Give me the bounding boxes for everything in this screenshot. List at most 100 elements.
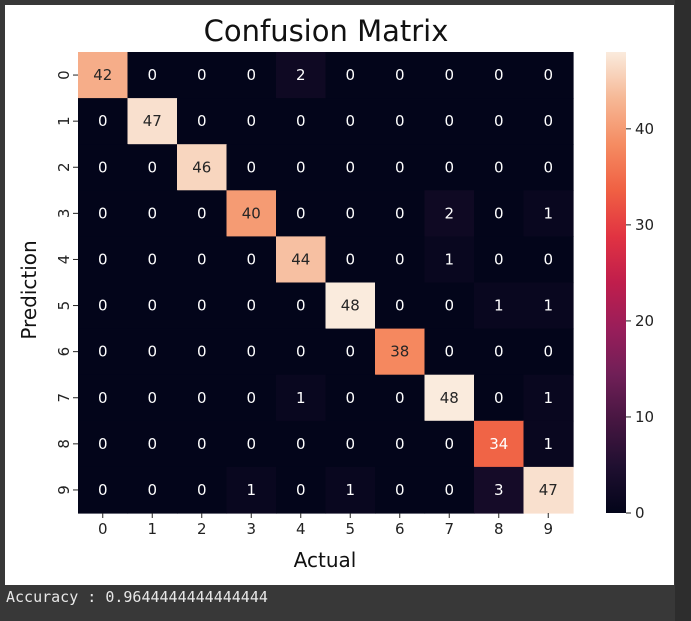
heatmap-cell [78,328,129,376]
accuracy-output-text: Accuracy : 0.9644444444444444 [6,588,268,606]
heatmap-cell [226,98,277,145]
heatmap-cell [424,328,475,376]
confusion-matrix-chart: Confusion Matrix 42 0 0 0 2 0 0 0 0 00 47 0 0 0 0 0 0 0 00… [17,14,654,572]
cell-value-label: 0 [246,389,256,407]
heatmap-cell [474,52,525,99]
cell-value-label: 1 [246,481,256,499]
cell-value-label: 0 [494,343,504,361]
colorbar-tick-label: 0 [635,504,645,522]
heatmap-cell [375,52,426,99]
heatmap-cell [325,374,376,422]
cell-value-label: 0 [147,389,157,407]
heatmap-cell [424,144,475,191]
heatmap-cell [127,144,178,191]
heatmap-cell [177,282,228,330]
heatmap-annotations: 42 0 0 0 2 0 0 0 0 0 0 47 0 0 0 0 0 0 0 0 0 0 46 0 0 0 0 0 0 0 0 0 0 40 0 0… [93,66,558,499]
cell-value-label: 3 [494,481,504,499]
heatmap-cell [474,98,525,145]
heatmap-cell [375,466,426,514]
heatmap-cell [276,52,327,99]
cell-value-label: 0 [345,389,355,407]
heatmap-cell [127,98,178,145]
heatmap-cell [276,420,327,468]
heatmap-cell [127,466,178,514]
cell-value-label: 48 [440,389,459,407]
output-scrollbar[interactable] [675,0,691,621]
cell-value-label: 0 [494,112,504,130]
cell-value-label: 0 [395,158,405,176]
x-tick-label: 3 [246,520,256,538]
figure-canvas: Confusion Matrix 42 0 0 0 2 0 0 0 0 0 0 47 0 0 0 0 0 0 0 0 0… [5,5,674,585]
cell-value-label: 0 [98,158,108,176]
cell-value-label: 0 [345,204,355,222]
heatmap-cell [226,52,277,99]
y-axis-ticks: 0 1 2 3 4 5 6 7 8 9 [55,70,78,495]
cell-value-label: 1 [543,435,553,453]
cell-value-label: 0 [197,435,207,453]
cell-value-label: 0 [246,158,256,176]
cell-value-label: 0 [494,250,504,268]
heatmap-cell [523,466,574,514]
cell-value-label: 38 [390,343,409,361]
cell-value-label: 0 [395,297,405,315]
heatmap-cell [78,190,129,237]
heatmap-cell [325,328,376,376]
heatmap-cell [226,466,277,514]
heatmap-cell [325,236,376,284]
heatmap-cell [325,190,376,237]
heatmap-cell [177,374,228,422]
heatmap-cell [177,52,228,99]
cell-value-label: 0 [494,389,504,407]
cell-value-label: 0 [147,481,157,499]
cell-value-label: 44 [291,250,310,268]
heatmap-cell [127,236,178,284]
x-axis-ticks: 0 1 2 3 4 5 6 7 8 9 [98,513,553,538]
heatmap-cell [276,236,327,284]
heatmap-cell [276,144,327,191]
cell-value-label: 0 [395,481,405,499]
heatmap-cell [424,52,475,99]
heatmap-cell [474,466,525,514]
x-tick-label: 4 [296,520,306,538]
heatmap-cell [375,282,426,330]
heatmap-cell [375,374,426,422]
heatmap-cell [276,374,327,422]
cell-value-label: 0 [147,435,157,453]
cell-value-label: 0 [197,297,207,315]
heatmap-cell [474,328,525,376]
cell-value-label: 0 [543,343,553,361]
cell-value-label: 0 [98,297,108,315]
cell-value-label: 0 [296,204,306,222]
cell-value-label: 1 [543,204,553,222]
cell-value-label: 0 [444,435,454,453]
heatmap-cell [127,420,178,468]
y-tick-label: 2 [55,162,73,172]
cell-value-label: 0 [345,435,355,453]
heatmap-cell [523,328,574,376]
cell-value-label: 0 [296,481,306,499]
cell-value-label: 0 [494,158,504,176]
cell-value-label: 0 [395,204,405,222]
heatmap-cell [325,52,376,99]
cell-value-label: 40 [242,204,261,222]
heatmap-cell [424,98,475,145]
heatmap-cell [127,328,178,376]
x-tick-label: 7 [444,520,454,538]
cell-value-label: 46 [192,158,211,176]
cell-value-label: 0 [345,66,355,84]
heatmap-cell [523,190,574,237]
cell-value-label: 0 [543,66,553,84]
x-tick-label: 9 [543,520,553,538]
heatmap-cell [78,52,129,99]
heatmap-cell [226,190,277,237]
heatmap-cell [127,190,178,237]
heatmap-cell [424,236,475,284]
cell-value-label: 0 [296,297,306,315]
cell-value-label: 0 [345,343,355,361]
cell-value-label: 1 [444,250,454,268]
heatmap-cell [276,190,327,237]
heatmap-cell [276,98,327,145]
heatmap-cell [523,374,574,422]
cell-value-label: 0 [98,389,108,407]
heatmap-cell [177,190,228,237]
